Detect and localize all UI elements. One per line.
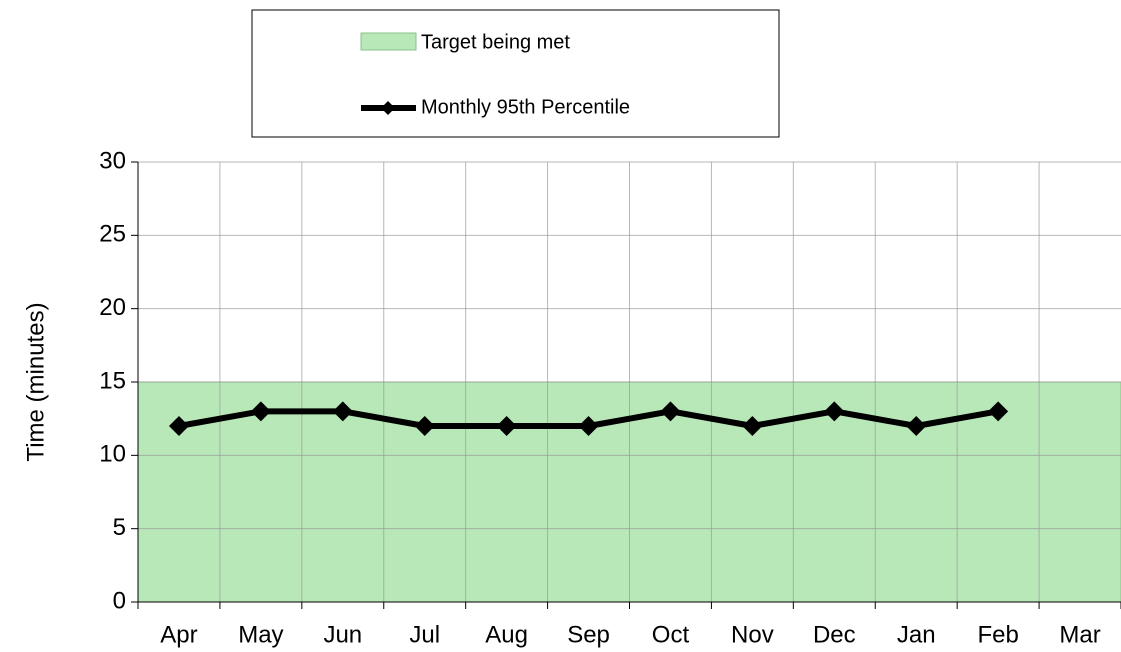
legend-swatch — [360, 32, 417, 51]
point-marker — [906, 416, 927, 436]
x-tick-label: Jul — [409, 621, 440, 648]
x-tick-label: Mar — [1059, 621, 1100, 648]
x-tick-label: Dec — [813, 621, 856, 648]
legend-label: Monthly 95th Percentile — [421, 96, 630, 118]
legend-box — [251, 9, 780, 138]
point-marker — [660, 401, 681, 422]
y-tick-label: 30 — [99, 147, 126, 174]
point-marker — [824, 401, 845, 422]
x-tick-label: Oct — [652, 621, 690, 648]
point-marker — [988, 401, 1009, 422]
legend-label: Target being met — [421, 31, 570, 53]
x-tick-label: Sep — [567, 621, 610, 648]
x-tick-label: Feb — [977, 621, 1018, 648]
y-tick-label: 0 — [113, 587, 126, 614]
point-marker — [742, 416, 763, 436]
x-tick-label: Nov — [731, 621, 774, 648]
legend-marker — [381, 101, 395, 115]
y-tick-label: 15 — [99, 367, 126, 394]
y-tick-label: 5 — [113, 514, 126, 541]
point-marker — [332, 401, 353, 422]
x-tick-label: Apr — [160, 621, 197, 648]
point-marker — [168, 416, 189, 436]
point-marker — [250, 401, 271, 422]
y-tick-label: 20 — [99, 294, 126, 321]
point-marker — [496, 416, 517, 436]
y-axis-label: Time (minutes) — [22, 302, 49, 461]
point-marker — [414, 416, 435, 436]
x-tick-label: Jun — [323, 621, 362, 648]
point-marker — [578, 416, 599, 436]
x-tick-label: May — [238, 621, 283, 648]
x-tick-label: Aug — [485, 621, 528, 648]
y-tick-label: 10 — [99, 441, 126, 468]
y-tick-label: 25 — [99, 221, 126, 248]
x-tick-label: Jan — [897, 621, 936, 648]
